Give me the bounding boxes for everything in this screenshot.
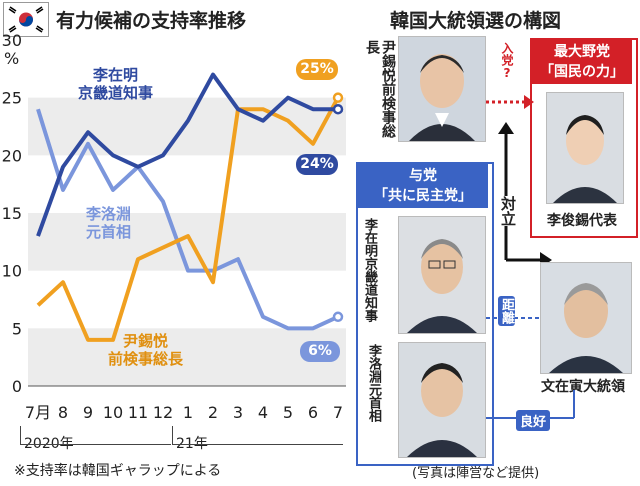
diagram-title: 韓国大統領選の構図 xyxy=(390,10,562,32)
yoon-label: 尹錫悦前検事総長 xyxy=(364,40,396,138)
x-tick-label: 1 xyxy=(183,403,193,422)
series-label-yoon: 尹錫悦 前検事総長 xyxy=(108,332,184,368)
distance-label: 距離 xyxy=(498,296,515,326)
ruling-party-header xyxy=(358,164,488,208)
end-label-yoon: 25% xyxy=(296,59,338,80)
series-label-lee-jm: 李在明 京畿道知事 xyxy=(78,66,154,102)
president-label: 文在寅大統領 xyxy=(541,379,625,395)
y-tick-label: 20 xyxy=(2,146,22,165)
series-line xyxy=(36,108,339,331)
x-tick-label: 12 xyxy=(153,403,173,422)
series-label-lee-ny: 李洛淵 元首相 xyxy=(86,205,132,241)
end-label-lee-ny: 6% xyxy=(300,341,340,362)
grid-band xyxy=(28,213,346,271)
x-tick-label: 3 xyxy=(233,403,243,422)
y-tick-label: 25 xyxy=(2,89,22,108)
x-tick-label: 5 xyxy=(283,403,293,422)
photo-credit: (写真は陣営など提供) xyxy=(412,466,540,481)
x-tick-label: 6 xyxy=(308,403,318,422)
confront-arrow xyxy=(498,122,552,268)
x-tick-label: 7 xyxy=(333,403,343,422)
x-tick-label: 4 xyxy=(258,403,268,422)
join-arrow xyxy=(486,95,534,109)
x-tick-label: 9 xyxy=(83,403,93,422)
x-tick-label: 11 xyxy=(128,403,148,422)
y-unit-label: % xyxy=(4,49,19,68)
y-tick-label: 5 xyxy=(12,319,22,338)
yoon-photo xyxy=(398,36,486,142)
y-tick-label: 30 xyxy=(2,31,22,50)
year-bracket-2021 xyxy=(172,426,343,445)
chart-title: 有力候補の支持率推移 xyxy=(56,10,247,32)
ruling-party-label: 与党 「共に民主党」 xyxy=(374,168,472,204)
series-line xyxy=(36,72,338,237)
series-end-point xyxy=(332,103,344,115)
x-tick-label: 7月 xyxy=(25,403,51,422)
korea-flag xyxy=(3,2,49,37)
opposition-leader-label: 李俊錫代表 xyxy=(547,213,617,229)
series-end-point xyxy=(332,92,344,103)
y-tick-label: 10 xyxy=(2,262,22,281)
y-tick-label: 0 xyxy=(12,377,22,396)
grid-band xyxy=(28,328,346,386)
series-line xyxy=(36,96,340,342)
lee-ny-photo xyxy=(398,342,486,458)
year-bracket xyxy=(20,426,171,445)
opposition-leader-photo xyxy=(546,92,624,204)
president-photo xyxy=(540,262,632,374)
lee-jm-photo xyxy=(398,216,486,334)
end-label-lee-jm: 24% xyxy=(296,154,338,175)
lee-ny-label: 李洛淵元首相 xyxy=(366,344,381,422)
lee-jm-label: 李在明京畿道知事 xyxy=(362,218,377,322)
good-relation-label: 良好 xyxy=(516,410,551,431)
x-tick-label: 8 xyxy=(58,403,68,422)
series-end-point xyxy=(332,311,344,323)
x-tick-label: 2 xyxy=(208,403,218,422)
confront-label: 対立 xyxy=(499,196,517,226)
footnote: ※支持率は韓国ギャラップによる xyxy=(14,463,222,479)
opposition-party-label: 最大野党 「国民の力」 xyxy=(540,44,624,80)
y-tick-label: 15 xyxy=(2,204,22,223)
join-question: 入党? xyxy=(500,42,514,80)
x-tick-label: 10 xyxy=(103,403,123,422)
opposition-header xyxy=(532,40,632,84)
